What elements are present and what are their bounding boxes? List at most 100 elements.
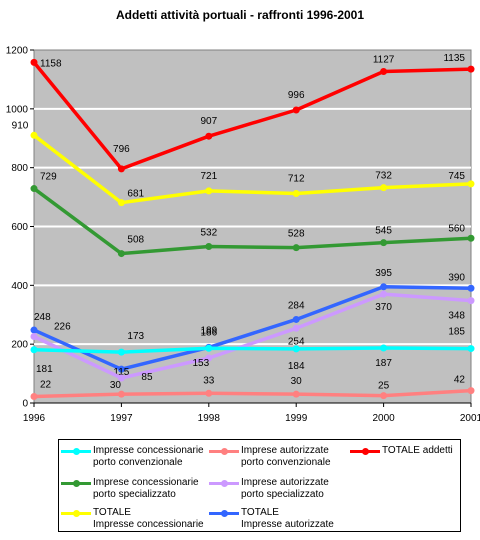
series-line [33,388,472,399]
data-point [30,393,38,401]
data-label: 390 [448,272,465,283]
series-1: 910 681 721 712 732 745 [12,120,475,207]
data-label: 732 [375,171,392,182]
data-point [117,199,125,207]
data-label: 370 [375,302,392,313]
legend-label: Imprese concessionarie [93,477,199,488]
legend-label: Imprese autorizzate [241,477,329,488]
data-point [467,387,475,395]
legend-label: TOTALE [93,507,131,518]
legend-swatch [209,507,239,519]
data-label: 745 [448,171,465,182]
series-line [33,285,472,371]
series-3: 248 115 189 284 395 390 [30,268,475,378]
legend-swatch [61,507,91,519]
series-line [33,292,472,380]
data-point [205,389,213,397]
legend-label: porto specializzato [93,489,176,500]
series-line [32,61,472,171]
data-point [380,283,388,291]
y-tick-label: 600 [11,222,28,233]
data-label: 115 [113,367,129,378]
data-point [292,315,300,323]
data-point [292,106,300,114]
legend-label: Impresse autorizzate [241,519,334,530]
data-point [292,244,300,252]
data-label: 528 [288,229,305,240]
series-line [33,346,472,354]
data-label: 30 [110,380,122,391]
data-point [292,390,300,398]
x-tick-label: 1996 [23,413,46,424]
data-label: 1135 [443,53,465,64]
chart-title: Addetti attività portuali - raffronti 19… [116,8,364,22]
x-axis: 1996 1997 1998 1999 2000 2001 [23,402,480,424]
legend-swatch [209,477,239,489]
data-label: 173 [127,331,144,342]
legend-label: Impresse concessionarie [93,519,204,530]
x-tick-label: 2000 [372,413,395,424]
data-point [292,345,300,353]
data-point [380,184,388,192]
y-tick-label: 1000 [6,104,29,115]
series-5: 181 173 186 184 187 185 [30,327,475,375]
legend-label: porto specializzato [241,489,324,500]
data-point [205,354,213,362]
legend-label: TOTALE [241,507,279,518]
data-label: 22 [40,380,52,391]
data-point [380,67,388,75]
data-point [117,348,125,356]
data-label: 508 [127,235,144,246]
data-point [467,297,475,305]
legend-swatch [61,477,91,489]
data-label: 33 [203,375,215,386]
x-tick-label: 2001 [460,413,480,424]
y-axis: 0 200 400 600 800 1000 1200 [6,46,34,410]
data-point [205,243,213,251]
x-tick-label: 1998 [198,413,221,424]
data-label: 796 [113,144,130,155]
data-point [380,239,388,247]
data-label: 189 [200,325,217,336]
series-6: 22 30 33 30 25 42 [30,375,475,401]
legend-item: Imprese concessionarie porto specializzat… [61,477,199,501]
data-label: 721 [200,171,217,182]
data-label: 248 [34,312,51,323]
data-point [30,326,38,334]
data-label: 153 [192,358,209,369]
data-label: 545 [375,226,392,237]
data-label: 1127 [373,54,395,65]
data-label: 729 [40,172,57,183]
data-point [292,190,300,198]
data-point [205,344,213,352]
data-point [467,180,475,188]
legend-label: porto convenzionale [93,457,183,468]
y-tick-label: 1200 [6,46,29,57]
data-label: 254 [288,336,305,347]
data-label: 910 [12,120,29,131]
legend-label: Impresse concessionarie [93,445,204,456]
legend-item: Imprese autorizzate porto convenzionale [209,445,331,469]
data-point [117,365,125,373]
series-2: 729 508 532 528 545 560 [30,172,475,258]
data-label: 187 [375,358,392,369]
y-tick-label: 800 [11,163,28,174]
data-point [380,392,388,400]
data-label: 907 [200,116,217,127]
series-0: 1158 796 907 996 1127 1135 [30,53,475,173]
data-point [467,284,475,292]
data-label: 181 [36,364,53,375]
x-tick-label: 1999 [285,413,308,424]
legend-swatch [350,445,380,457]
data-point [30,333,38,341]
data-point [30,185,38,193]
data-point [117,250,125,258]
data-label: 25 [378,381,390,392]
data-label: 532 [200,228,217,239]
data-point [205,187,213,195]
legend-label: TOTALE addetti [382,445,453,456]
data-point [467,234,475,242]
data-label: 226 [54,322,71,333]
legend-label: Imprese autorizzate [241,445,329,456]
